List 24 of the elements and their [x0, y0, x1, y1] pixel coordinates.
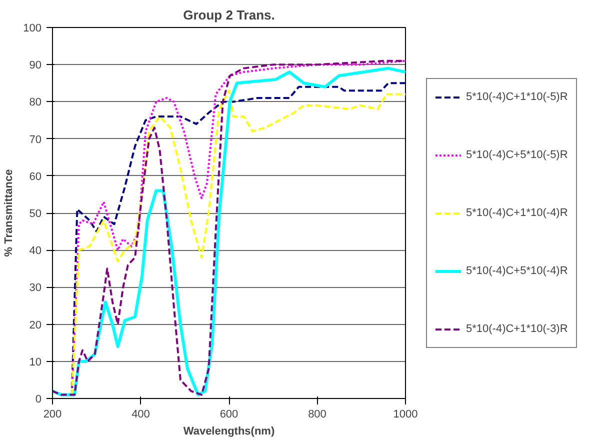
y-tick-label: 70 — [29, 134, 42, 146]
x-axis-title: Wavelengths(nm) — [183, 426, 275, 438]
x-tick-label: 400 — [132, 408, 150, 420]
y-tick-label: 40 — [29, 245, 42, 258]
legend-label: 5*10(-4)C+1*10(-5)R — [466, 90, 568, 102]
x-tick-label: 800 — [308, 408, 326, 420]
legend-label: 5*10(-4)C+1*10(-4)R — [466, 206, 568, 218]
y-axis-title: % Transmittance — [3, 169, 16, 257]
y-tick-label: 0 — [35, 394, 42, 406]
y-tick-label: 90 — [29, 60, 42, 72]
y-tick-label: 30 — [29, 282, 42, 294]
y-tick-label: 60 — [29, 170, 42, 183]
legend-label: 5*10(-4)C+5*10(-4)R — [466, 264, 568, 276]
y-tick-label: 20 — [29, 319, 42, 332]
chart-title: Group 2 Trans. — [183, 8, 275, 22]
x-tick-label: 1000 — [393, 408, 418, 420]
x-tick-label: 600 — [220, 408, 238, 420]
legend-label: 5*10(-4)C+5*10(-5)R — [466, 148, 568, 160]
y-tick-label: 10 — [29, 356, 42, 368]
x-tick-label: 200 — [43, 408, 62, 420]
y-tick-label: 50 — [29, 208, 42, 220]
y-tick-label: 80 — [29, 96, 42, 109]
y-tick-label: 100 — [23, 22, 42, 34]
legend-label: 5*10(-4)C+1*10(-3)R — [466, 322, 568, 334]
